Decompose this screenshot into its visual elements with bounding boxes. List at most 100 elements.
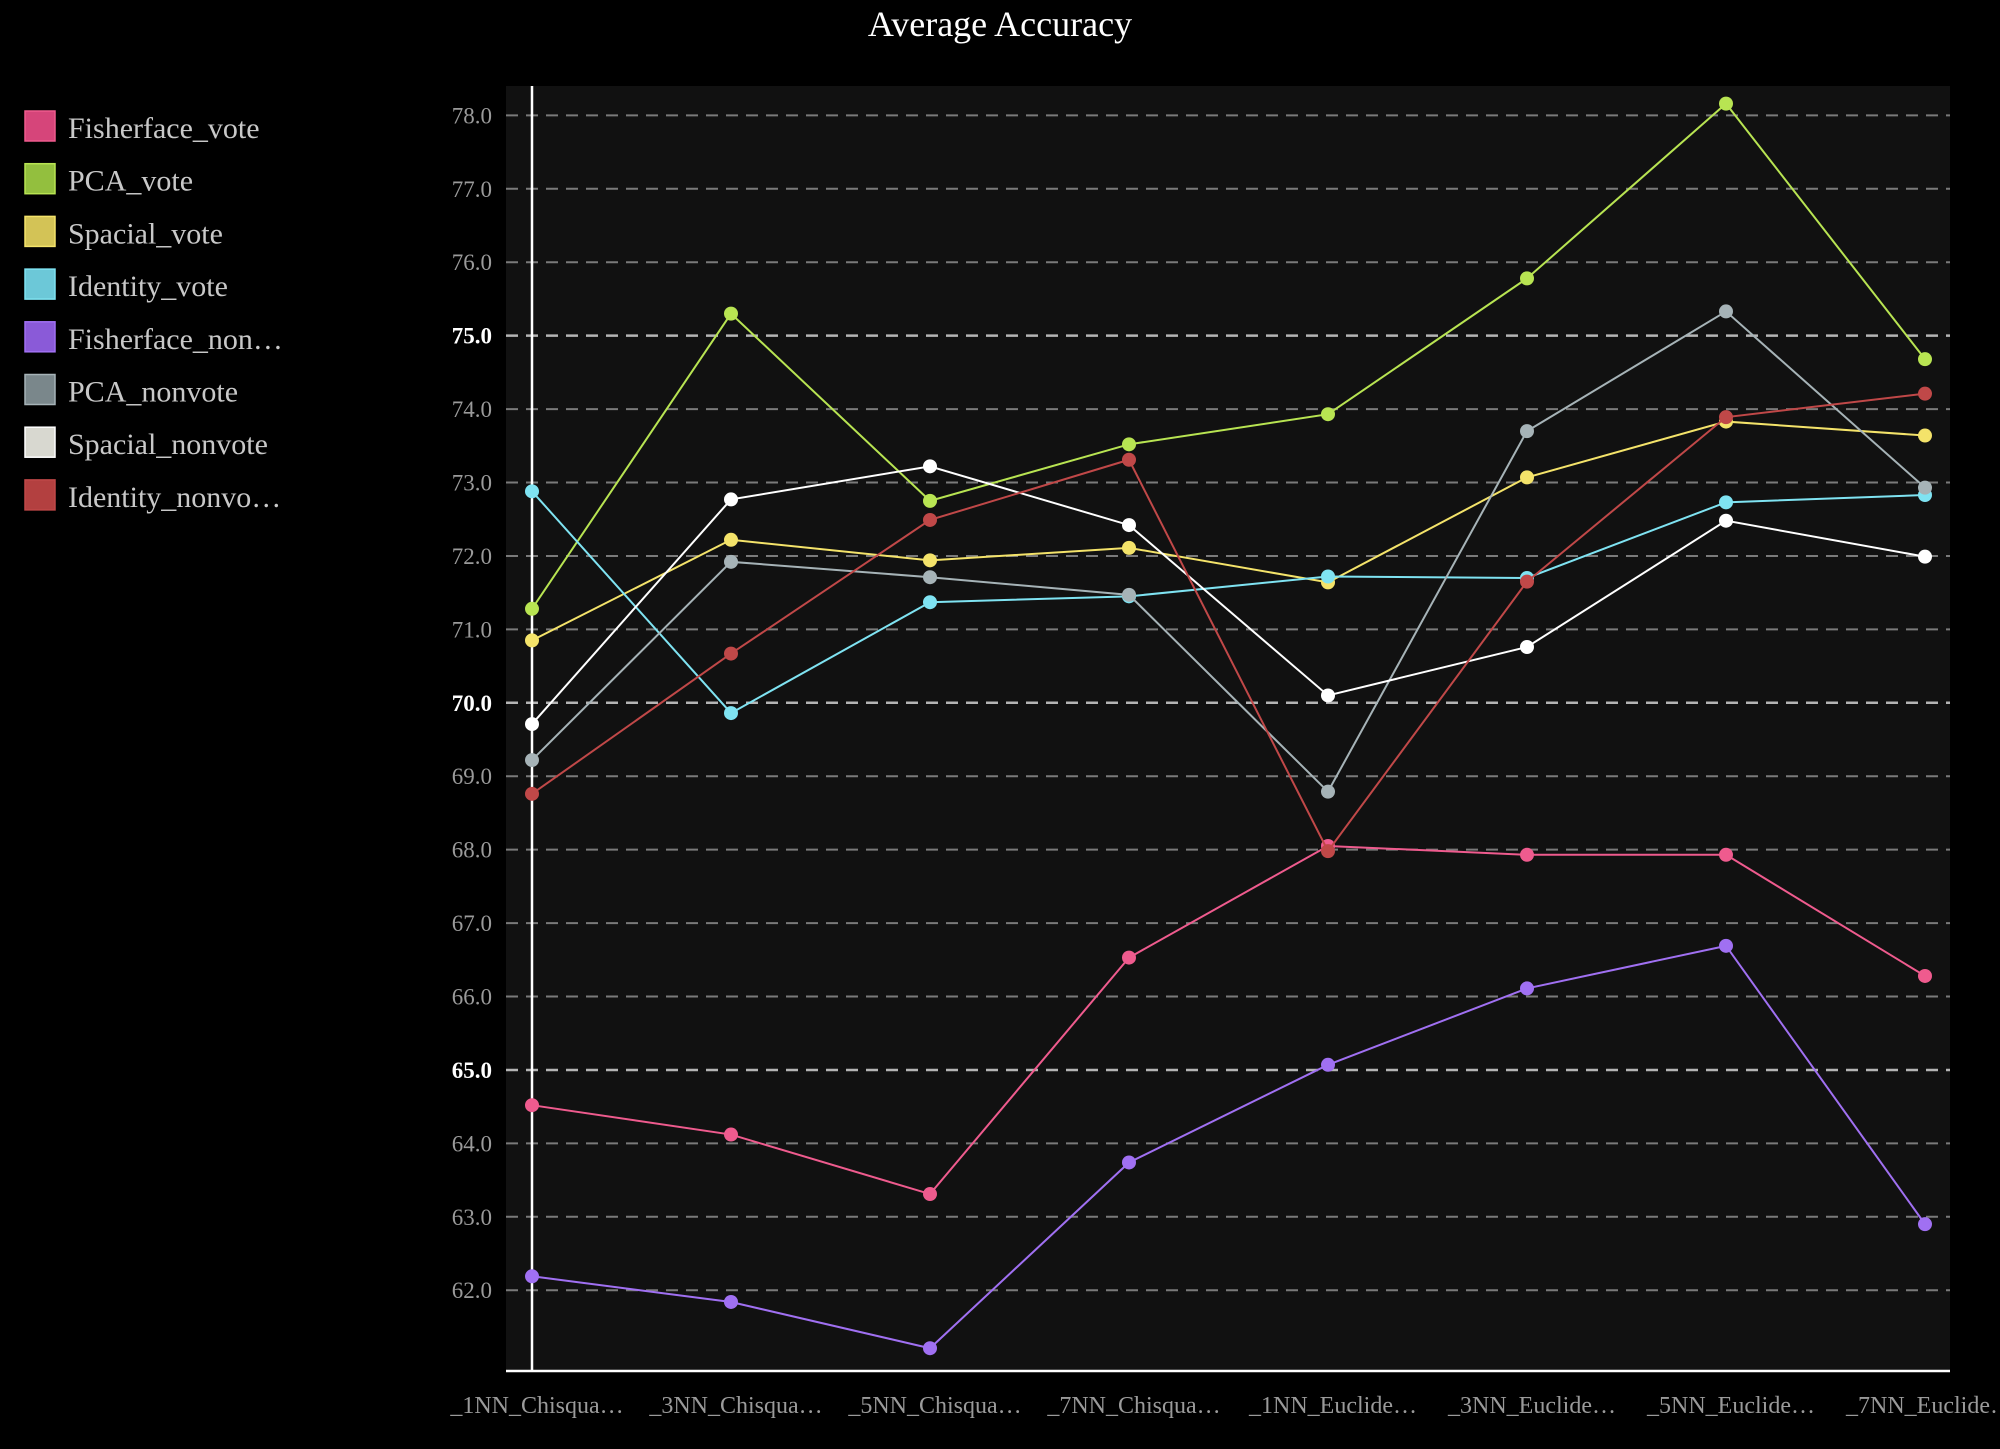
data-point[interactable] (724, 306, 738, 321)
data-series (525, 96, 1932, 1356)
data-point[interactable] (1321, 844, 1335, 859)
data-point[interactable] (1122, 540, 1136, 555)
data-point[interactable] (1122, 518, 1136, 533)
data-point[interactable] (724, 532, 738, 547)
legend-swatch (24, 268, 56, 300)
data-point[interactable] (1918, 352, 1932, 367)
x-tick-label: _1NN_Euclide… (1248, 1393, 1417, 1419)
data-point[interactable] (1918, 1217, 1932, 1232)
y-tick-label: 68.0 (452, 838, 492, 863)
legend-swatch (24, 426, 56, 458)
data-point[interactable] (1321, 407, 1335, 422)
series-line (531, 310, 1926, 794)
y-tick-label: 65.0 (452, 1058, 492, 1083)
legend-item[interactable]: Identity_vote (24, 268, 228, 303)
legend-item[interactable]: Spacial_vote (24, 215, 223, 250)
data-point[interactable] (1719, 410, 1733, 425)
legend-item[interactable]: PCA_nonvote (24, 373, 238, 409)
y-tick-label: 75.0 (452, 324, 492, 349)
data-point[interactable] (1122, 950, 1136, 965)
data-point[interactable] (525, 484, 539, 499)
data-point[interactable] (923, 553, 937, 568)
data-point[interactable] (525, 753, 539, 768)
data-point[interactable] (525, 717, 539, 732)
data-point[interactable] (1321, 784, 1335, 799)
legend-swatch (24, 215, 56, 248)
legend-label: Spacial_nonvote (68, 428, 268, 461)
data-point[interactable] (1520, 847, 1534, 862)
data-point[interactable] (1122, 437, 1136, 452)
data-point[interactable] (525, 633, 539, 648)
y-tick-label: 67.0 (452, 911, 492, 936)
series-line (531, 465, 1926, 725)
data-point[interactable] (724, 492, 738, 507)
data-point[interactable] (1122, 452, 1136, 467)
data-point[interactable] (1719, 304, 1733, 319)
legend-swatch (24, 373, 56, 406)
data-point[interactable] (923, 570, 937, 585)
data-point[interactable] (923, 493, 937, 508)
data-point[interactable] (1918, 549, 1932, 564)
data-point[interactable] (1520, 574, 1534, 589)
series-Fisherface_nonvote (525, 938, 1932, 1356)
data-point[interactable] (1321, 569, 1335, 584)
x-axis-ticks: _1NN_Chisqua… _3NN_Chisqua… _5NN_Chisqua… _… (449, 1393, 2000, 1419)
data-point[interactable] (1520, 981, 1534, 996)
data-point[interactable] (1122, 587, 1136, 602)
data-point[interactable] (724, 646, 738, 661)
legend-item[interactable]: Fisherface_vote (24, 110, 260, 145)
y-tick-label: 62.0 (452, 1278, 492, 1303)
x-tick-label: _7NN_Chisqua… (1046, 1393, 1220, 1419)
data-point[interactable] (1918, 386, 1932, 401)
y-tick-label: 72.0 (452, 544, 492, 569)
data-point[interactable] (923, 1341, 937, 1356)
data-point[interactable] (923, 595, 937, 610)
data-point[interactable] (1719, 96, 1733, 111)
data-point[interactable] (1520, 271, 1534, 286)
data-point[interactable] (1122, 1155, 1136, 1170)
data-point[interactable] (525, 786, 539, 801)
data-point[interactable] (525, 1269, 539, 1284)
data-point[interactable] (1719, 938, 1733, 953)
data-point[interactable] (525, 601, 539, 616)
data-point[interactable] (1918, 480, 1932, 495)
legend-item[interactable]: Spacial_nonvote (24, 426, 268, 461)
data-point[interactable] (923, 459, 937, 474)
data-point[interactable] (724, 1294, 738, 1309)
series-line (531, 944, 1926, 1350)
data-point[interactable] (1520, 424, 1534, 439)
series-PCA_vote (525, 96, 1932, 616)
y-tick-label: 70.0 (452, 691, 492, 716)
data-point[interactable] (1321, 688, 1335, 703)
legend-item[interactable]: Identity_nonvo… (24, 479, 281, 514)
legend-item[interactable]: Fisherface_non… (24, 321, 283, 356)
legend-item[interactable]: PCA_vote (24, 162, 193, 198)
data-point[interactable] (923, 512, 937, 527)
data-point[interactable] (1719, 495, 1733, 510)
y-tick-label: 78.0 (452, 103, 492, 128)
legend-label: Fisherface_non… (68, 323, 283, 356)
series-line (531, 102, 1926, 610)
data-point[interactable] (724, 1127, 738, 1142)
data-point[interactable] (1918, 428, 1932, 443)
series-line (531, 490, 1926, 715)
data-point[interactable] (724, 554, 738, 569)
legend-label: Identity_nonvo… (68, 481, 281, 514)
data-point[interactable] (525, 1098, 539, 1113)
data-point[interactable] (1520, 639, 1534, 654)
data-point[interactable] (1520, 470, 1534, 485)
x-tick-label: _5NN_Chisqua… (847, 1393, 1021, 1419)
data-point[interactable] (724, 706, 738, 721)
series-line (531, 844, 1926, 1196)
legend-label: Fisherface_vote (68, 112, 260, 145)
data-point[interactable] (1321, 1057, 1335, 1072)
data-point[interactable] (923, 1187, 937, 1202)
legend[interactable]: Fisherface_vote PCA_vote Spacial_vote Ident… (24, 110, 283, 514)
data-point[interactable] (1719, 513, 1733, 528)
x-tick-label: _1NN_Chisqua… (449, 1393, 623, 1419)
y-tick-label: 66.0 (452, 985, 492, 1010)
data-point[interactable] (1719, 847, 1733, 862)
data-point[interactable] (1918, 968, 1932, 983)
y-tick-label: 74.0 (452, 397, 492, 422)
x-tick-label: _7NN_Euclide… (1845, 1393, 2000, 1419)
